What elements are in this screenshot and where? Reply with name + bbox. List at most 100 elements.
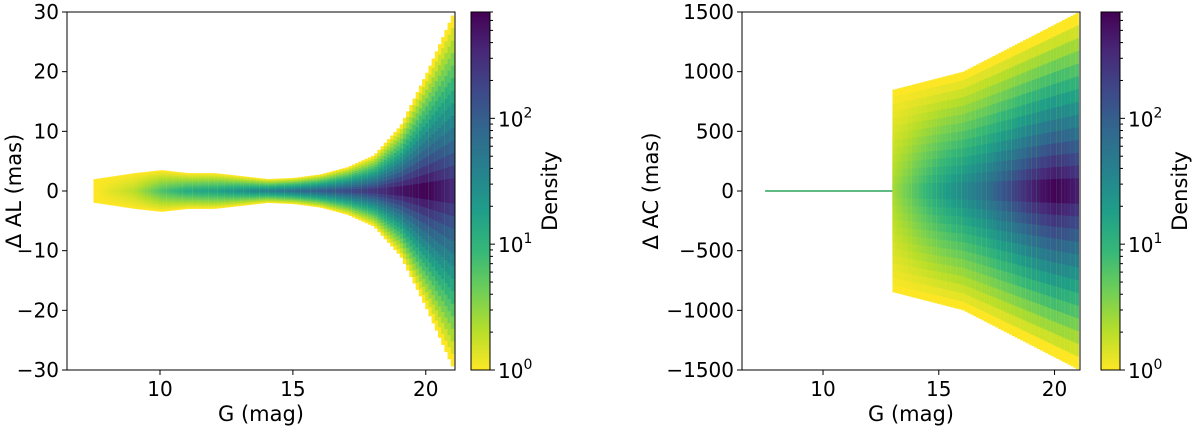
density-cell (300, 189, 305, 193)
density-cell (415, 183, 420, 199)
density-cell (1053, 179, 1057, 203)
right-x-axis-label: G (mag) (868, 402, 954, 426)
left-x-ticks: 10 15 20 (147, 370, 438, 401)
density-cell (211, 189, 216, 193)
density-cell (361, 188, 365, 194)
density-cell (294, 190, 298, 192)
density-cell (1039, 179, 1043, 203)
density-cell (989, 181, 993, 201)
density-cell (281, 190, 286, 192)
x-tick-label: 15 (926, 377, 951, 401)
density-cell (179, 189, 184, 193)
density-cell (396, 186, 401, 196)
right-y-axis-label: Δ AC (mas) (639, 132, 663, 249)
left-y-axis-label: Δ AL (mas) (2, 134, 26, 248)
left-panel: 10 15 20 −30 −20 −10 0 10 20 30 G (mag) Δ AL (ma… (2, 0, 562, 426)
density-cell (224, 189, 228, 193)
density-cell (256, 190, 260, 192)
density-cell (355, 189, 359, 193)
x-tick-label: 20 (413, 377, 438, 401)
density-cell (431, 181, 436, 201)
density-cell (402, 185, 407, 197)
density-cell (278, 190, 283, 192)
density-cell (157, 189, 161, 193)
colorbar-tick-label: 100 (1128, 357, 1162, 383)
density-cell (1023, 180, 1027, 202)
y-tick-label: 10 (34, 119, 59, 143)
density-cell (939, 182, 943, 200)
density-cell (243, 189, 247, 193)
density-cell (892, 183, 896, 199)
density-cell (970, 182, 974, 200)
density-cell (1014, 180, 1018, 202)
density-cell (995, 181, 999, 201)
density-cell (163, 189, 168, 193)
y-tick-label: −1000 (666, 298, 734, 322)
left-x-axis-label: G (mag) (218, 402, 304, 426)
density-cell (249, 190, 254, 192)
density-cell (898, 183, 902, 199)
density-cell (936, 182, 941, 200)
density-cell (166, 189, 171, 193)
density-cell (959, 182, 963, 200)
density-cell (383, 187, 388, 195)
y-tick-label: −30 (17, 358, 59, 382)
density-cell (1034, 179, 1038, 203)
density-cell (1061, 178, 1066, 204)
density-cell (934, 182, 938, 200)
density-cell (345, 189, 349, 193)
right-y-ticks: −1500 −1000 −500 0 500 1000 1500 (666, 0, 742, 382)
right-colorbar-label: Density (1168, 151, 1192, 231)
density-cell (173, 189, 177, 193)
density-cell (931, 183, 935, 199)
density-cell (227, 189, 232, 193)
y-tick-label: 30 (34, 0, 59, 24)
x-tick-label: 20 (1042, 377, 1067, 401)
density-cell (233, 189, 238, 193)
y-tick-label: 500 (696, 119, 734, 143)
density-cell (1064, 178, 1068, 204)
density-cell (967, 182, 971, 200)
density-cell (422, 183, 426, 199)
y-tick-label: 0 (46, 179, 59, 203)
density-cell (307, 189, 311, 193)
density-cell (316, 189, 321, 193)
density-cell (131, 189, 136, 193)
density-cell (195, 189, 200, 193)
density-cell (914, 183, 918, 199)
density-cell (259, 190, 263, 192)
density-cell (198, 189, 203, 193)
density-cell (895, 183, 899, 199)
density-cell (975, 181, 979, 201)
left-y-ticks: −30 −20 −10 0 10 20 30 (17, 0, 67, 382)
density-cell (138, 189, 142, 193)
density-cell (390, 187, 394, 195)
density-cell (900, 183, 904, 199)
density-cell (268, 190, 273, 192)
density-cell (399, 186, 404, 196)
density-cell (246, 189, 251, 193)
density-cell (1031, 179, 1035, 203)
density-cell (1045, 179, 1049, 203)
density-cell (112, 189, 117, 193)
density-cell (928, 183, 932, 199)
density-cell (964, 182, 968, 200)
left-heatmap (93, 15, 455, 367)
density-cell (147, 189, 152, 193)
density-cell (1017, 180, 1021, 202)
density-cell (275, 190, 279, 192)
density-cell (160, 189, 165, 193)
density-cell (214, 189, 219, 193)
density-cell (409, 184, 413, 198)
colorbar-tick-label: 101 (1128, 231, 1162, 257)
density-cell (265, 190, 270, 192)
right-panel: 10 15 20 −1500 −1000 −500 0 500 1000 1500 G (mag… (639, 0, 1192, 426)
density-cell (326, 189, 330, 193)
density-cell (115, 189, 120, 193)
density-cell (364, 188, 369, 194)
density-cell (135, 189, 139, 193)
density-cell (128, 189, 133, 193)
density-cell (351, 189, 356, 193)
density-cell (1025, 180, 1029, 202)
right-heatmap (765, 12, 1079, 370)
